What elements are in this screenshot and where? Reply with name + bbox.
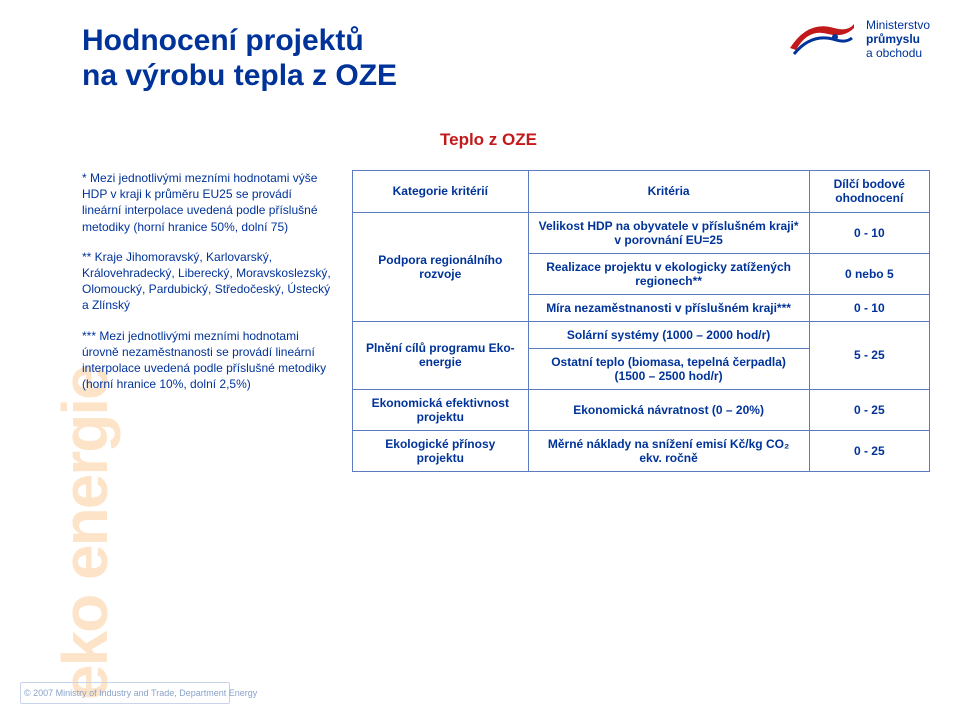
table-row: Ekologické přínosy projektu Měrné náklad… (353, 430, 930, 471)
crit-cell: Ekonomická návratnost (0 – 20%) (528, 389, 809, 430)
note-3: *** Mezi jednotlivými mezními hodnotami … (82, 328, 332, 393)
logo-text: Ministerstvo průmyslu a obchodu (866, 19, 930, 60)
th-score-l1: Dílčí bodové (834, 177, 905, 191)
logo-text-l2: průmyslu (866, 33, 930, 47)
score-cell: 0 - 25 (809, 389, 929, 430)
table-body: Podpora regionálního rozvoje Velikost HD… (353, 212, 930, 471)
title-line-1: Hodnocení projektů (82, 24, 397, 59)
logo-text-l1: Ministerstvo (866, 19, 930, 33)
note-2: ** Kraje Jihomoravský, Karlovarský, Král… (82, 249, 332, 314)
crit-cell: Ostatní teplo (biomasa, tepelná čerpadla… (528, 348, 809, 389)
slide: eko energie Hodnocení projektů na výrobu… (0, 0, 960, 718)
note-1: * Mezi jednotlivými mezními hodnotami vý… (82, 170, 332, 235)
th-score: Dílčí bodové ohodnocení (809, 171, 929, 213)
crit-cell: Solární systémy (1000 – 2000 hod/r) (528, 321, 809, 348)
th-category: Kategorie kritérií (353, 171, 529, 213)
table-row: Plnění cílů programu Eko-energie Solární… (353, 321, 930, 348)
th-criteria: Kritéria (528, 171, 809, 213)
footnotes: * Mezi jednotlivými mezními hodnotami vý… (82, 170, 332, 406)
score-cell: 5 - 25 (809, 321, 929, 389)
ministry-logo: Ministerstvo průmyslu a obchodu (788, 18, 930, 62)
table-row: Ekonomická efektivnost projektu Ekonomic… (353, 389, 930, 430)
side-letters-deco: eko energie (0, 0, 52, 718)
th-score-l2: ohodnocení (835, 191, 903, 205)
logo-text-l3: a obchodu (866, 47, 930, 61)
cat-cell: Plnění cílů programu Eko-energie (353, 321, 529, 389)
criteria-table: Kategorie kritérií Kritéria Dílčí bodové… (352, 170, 930, 472)
crit-cell: Míra nezaměstnanosti v příslušném kraji*… (528, 294, 809, 321)
title-block: Hodnocení projektů na výrobu tepla z OZE (82, 24, 397, 93)
cat-cell: Podpora regionálního rozvoje (353, 212, 529, 321)
section-heading: Teplo z OZE (440, 130, 537, 150)
cat-cell: Ekologické přínosy projektu (353, 430, 529, 471)
crit-cell: Realizace projektu v ekologicky zatížený… (528, 253, 809, 294)
table-header-row: Kategorie kritérií Kritéria Dílčí bodové… (353, 171, 930, 213)
score-cell: 0 - 10 (809, 294, 929, 321)
copyright-text: © 2007 Ministry of Industry and Trade, D… (24, 688, 257, 698)
score-cell: 0 - 25 (809, 430, 929, 471)
score-cell: 0 nebo 5 (809, 253, 929, 294)
crit-cell: Velikost HDP na obyvatele v příslušném k… (528, 212, 809, 253)
crit-cell: Měrné náklady na snížení emisí Kč/kg CO₂… (528, 430, 809, 471)
score-cell: 0 - 10 (809, 212, 929, 253)
title-line-2: na výrobu tepla z OZE (82, 59, 397, 94)
table-row: Podpora regionálního rozvoje Velikost HD… (353, 212, 930, 253)
logo-swoosh-icon (788, 18, 858, 62)
cat-cell: Ekonomická efektivnost projektu (353, 389, 529, 430)
